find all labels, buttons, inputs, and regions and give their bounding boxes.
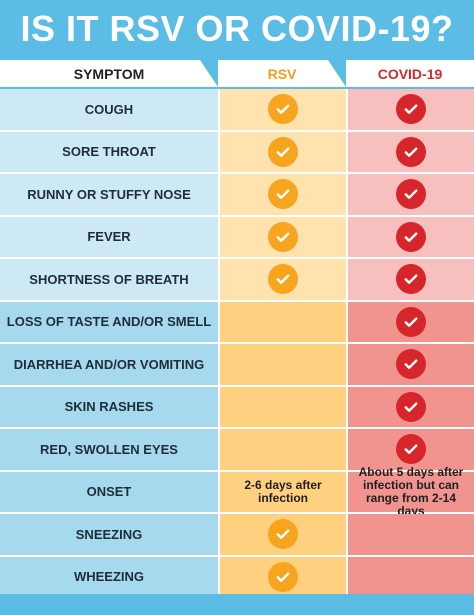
check-circle-icon <box>396 391 426 422</box>
check-circle-icon <box>396 94 426 125</box>
check-circle-icon <box>396 264 426 295</box>
rsv-cell <box>218 556 346 599</box>
covid-cell <box>346 514 474 557</box>
check-circle-icon <box>396 349 426 380</box>
check-circle-icon <box>396 306 426 337</box>
symptom-label: SORE THROAT <box>0 131 218 174</box>
rsv-cell <box>218 514 346 557</box>
table-row: FEVER <box>0 216 474 259</box>
table-row: RED, SWOLLEN EYES <box>0 429 474 472</box>
symptom-label: SNEEZING <box>0 514 218 557</box>
rsv-cell <box>218 429 346 472</box>
table-row: SHORTNESS OF BREATH <box>0 259 474 302</box>
covid-cell <box>346 386 474 429</box>
rsv-onset-text: 2-6 days after infection <box>244 477 322 505</box>
check-circle-icon <box>396 179 426 210</box>
table-row: DIARRHEA AND/OR VOMITING <box>0 344 474 387</box>
rsv-cell: 2-6 days after infection <box>218 471 346 514</box>
rsv-cell <box>218 386 346 429</box>
header-symptom: SYMPTOM <box>0 60 218 87</box>
symptom-label: RED, SWOLLEN EYES <box>0 429 218 472</box>
covid-cell <box>346 216 474 259</box>
rsv-cell <box>218 301 346 344</box>
table-row: RUNNY OR STUFFY NOSE <box>0 174 474 217</box>
header-rsv: RSV <box>218 60 346 87</box>
covid-cell <box>346 429 474 472</box>
check-circle-icon <box>268 221 298 252</box>
covid-cell <box>346 556 474 599</box>
rsv-cell <box>218 174 346 217</box>
symptom-label: FEVER <box>0 216 218 259</box>
check-circle-icon <box>268 136 298 167</box>
covid-onset-text: About 5 days after infection but can ran… <box>358 464 464 518</box>
rsv-cell <box>218 131 346 174</box>
rsv-cell <box>218 216 346 259</box>
symptom-label: RUNNY OR STUFFY NOSE <box>0 174 218 217</box>
symptom-label: LOSS OF TASTE AND/OR SMELL <box>0 301 218 344</box>
symptom-label: SKIN RASHES <box>0 386 218 429</box>
check-circle-icon <box>396 136 426 167</box>
covid-cell: About 5 days after infection but can ran… <box>346 465 474 517</box>
check-circle-icon <box>268 179 298 210</box>
table-row: SNEEZING <box>0 514 474 557</box>
covid-cell <box>346 259 474 302</box>
check-circle-icon <box>268 94 298 125</box>
symptom-label: COUGH <box>0 89 218 132</box>
page-title: IS IT RSV OR COVID-19? <box>0 0 474 58</box>
check-circle-icon <box>268 519 298 550</box>
table-row: SKIN RASHES <box>0 386 474 429</box>
covid-cell <box>346 174 474 217</box>
covid-cell <box>346 301 474 344</box>
check-circle-icon <box>268 561 298 592</box>
covid-cell <box>346 89 474 132</box>
footer-bar <box>0 594 474 615</box>
check-circle-icon <box>396 221 426 252</box>
table-row: WHEEZING <box>0 556 474 599</box>
table-row: SORE THROAT <box>0 131 474 174</box>
symptom-label: SHORTNESS OF BREATH <box>0 259 218 302</box>
table-row: LOSS OF TASTE AND/OR SMELL <box>0 301 474 344</box>
covid-cell <box>346 344 474 387</box>
rsv-cell <box>218 344 346 387</box>
symptom-label: ONSET <box>0 471 218 514</box>
symptom-label: WHEEZING <box>0 556 218 599</box>
table-row: COUGH <box>0 89 474 132</box>
rsv-cell <box>218 259 346 302</box>
header-covid: COVID-19 <box>346 60 474 87</box>
rsv-cell <box>218 89 346 132</box>
check-circle-icon <box>268 264 298 295</box>
table-row: ONSET 2-6 days after infection About 5 day… <box>0 465 474 517</box>
covid-cell <box>346 131 474 174</box>
check-circle-icon <box>396 434 426 465</box>
symptom-label: DIARRHEA AND/OR VOMITING <box>0 344 218 387</box>
